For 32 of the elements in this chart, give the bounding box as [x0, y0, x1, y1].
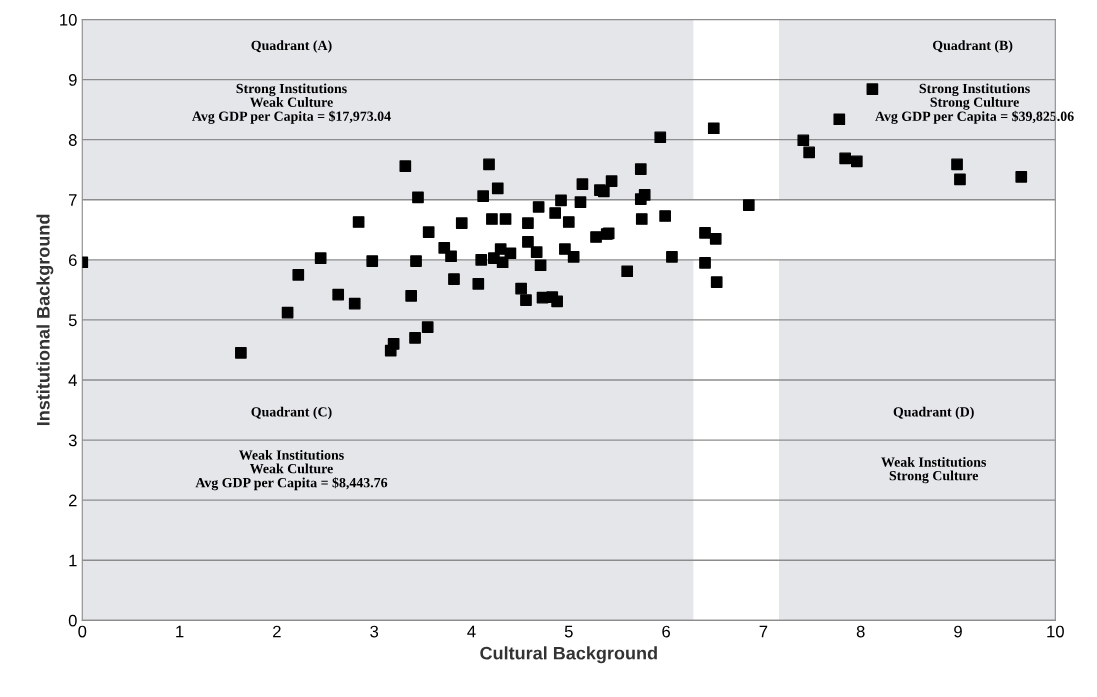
y-tick-label: 3	[68, 434, 77, 447]
x-tick-label: 3	[370, 625, 379, 638]
x-tick-label: 2	[273, 625, 281, 638]
annotation: Weak Institutions Strong Culture	[881, 456, 987, 484]
annotation: Strong Institutions Weak Culture Avg GDP per Capita = $17,973.04	[192, 83, 391, 124]
x-tick-label: 4	[467, 625, 476, 638]
y-tick-label: 7	[69, 194, 77, 206]
y-tick-label: 10	[60, 13, 77, 26]
x-tick-label: 0	[78, 625, 87, 638]
y-tick-label: 1	[69, 554, 77, 567]
y-tick-label: 8	[68, 134, 77, 146]
x-tick-label: 1	[176, 625, 184, 638]
y-tick-label: 6	[68, 254, 77, 267]
x-axis-title: Cultural Background	[480, 646, 657, 664]
x-tick-label: 8	[856, 625, 865, 638]
y-tick-label: 5	[68, 314, 77, 327]
x-tick-label: 10	[1047, 625, 1064, 638]
annotation: Strong Institutions Strong Culture Avg GDP per Capita = $39,825.06	[875, 83, 1074, 124]
annotation: Quadrant (D)	[893, 406, 974, 420]
y-tick-label: 2	[68, 494, 77, 507]
x-tick-label: 5	[564, 625, 573, 638]
x-tick-label: 6	[662, 625, 670, 638]
annotation: Quadrant (B)	[932, 40, 1013, 53]
y-axis-title: Institutional Background	[36, 214, 54, 426]
y-tick-label: 0	[68, 614, 77, 627]
y-tick-label: 9	[68, 74, 77, 86]
y-tick-label: 4	[68, 374, 77, 387]
x-tick-label: 9	[954, 625, 962, 638]
annotation: Quadrant (C)	[251, 406, 332, 420]
x-tick-label: 7	[759, 625, 768, 638]
annotation: Weak Institutions Weak Culture Avg GDP per Capita = $8,443.76	[195, 449, 388, 491]
annotation: Quadrant (A)	[251, 40, 332, 53]
